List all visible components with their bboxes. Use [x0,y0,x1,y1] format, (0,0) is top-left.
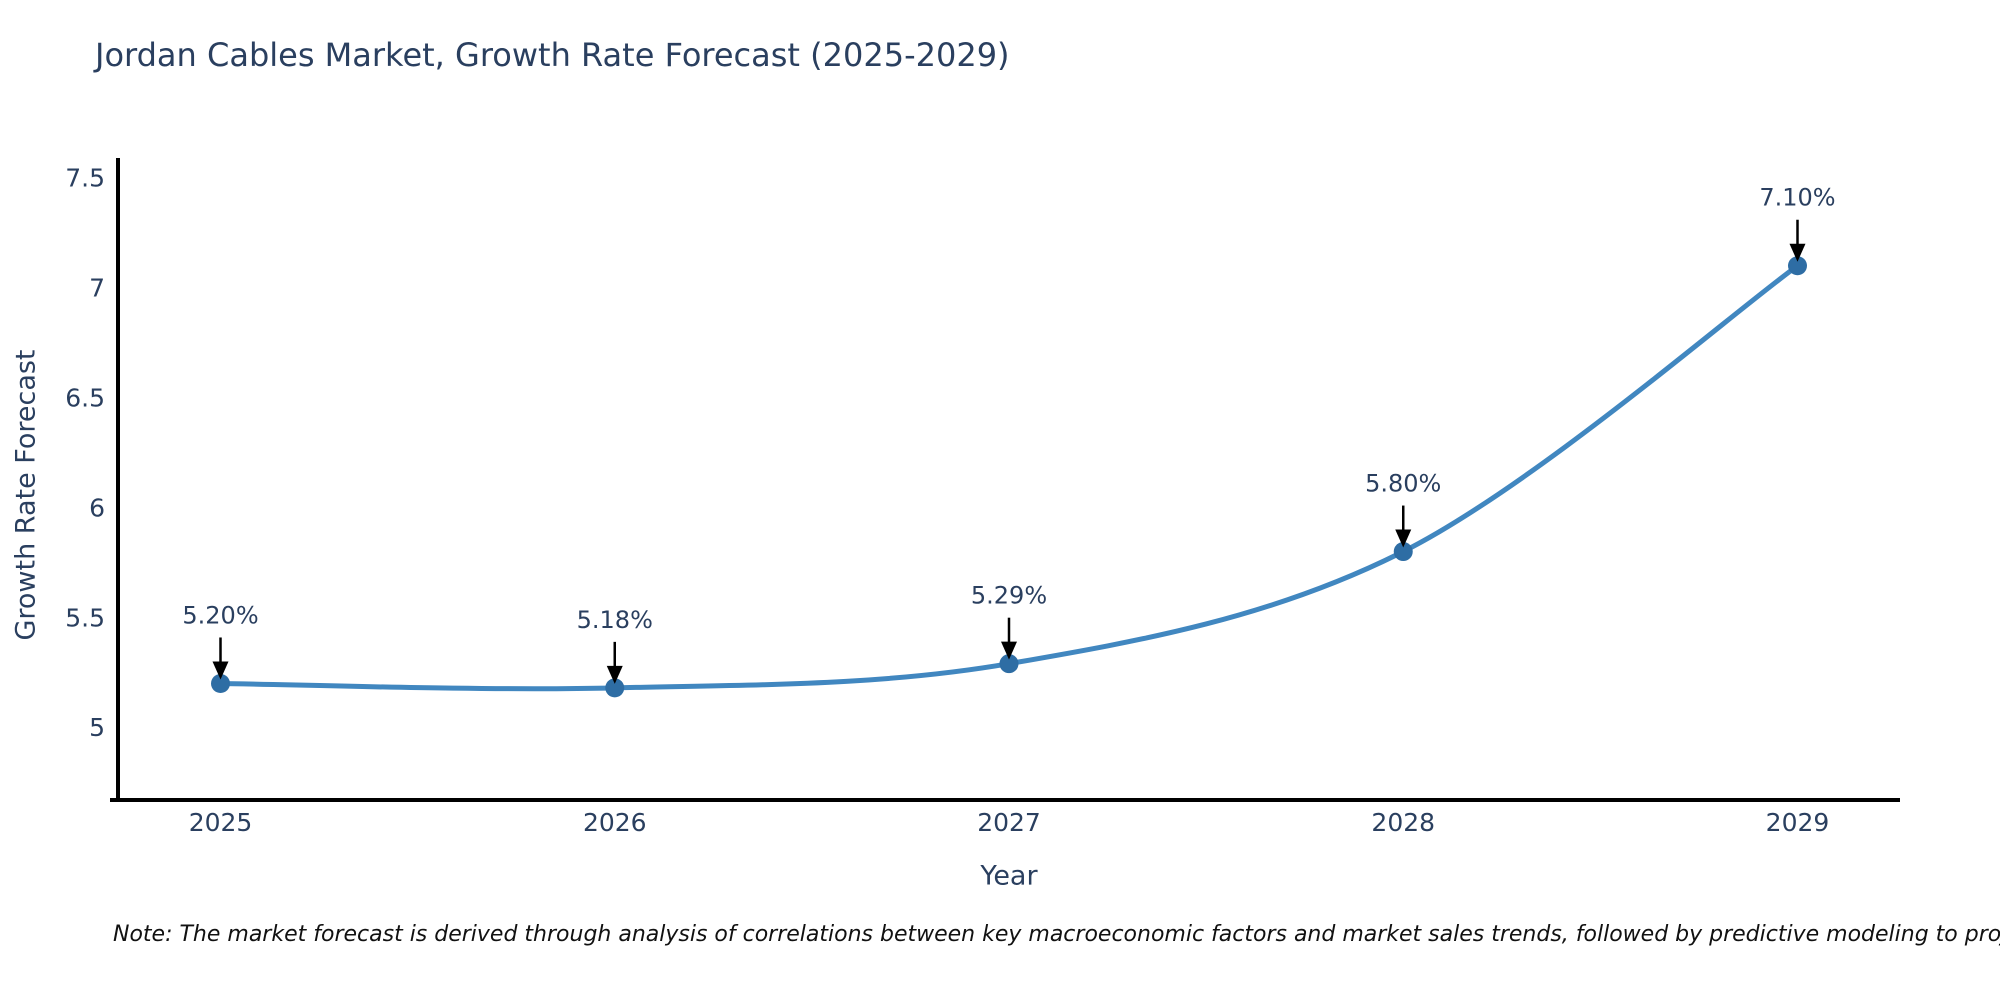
y-tick-label-6: 6 [89,493,105,522]
data-point-marker-2027 [999,654,1019,674]
annotation-arrowhead-icon [1395,529,1412,548]
x-tick-label-2027: 2027 [977,808,1041,837]
annotation-2026: 5.18% [577,606,653,684]
x-axis-title: Year [980,860,1038,892]
annotation-label: 5.29% [971,582,1047,610]
annotation-2025: 5.20% [182,601,259,680]
annotation-arrowhead-icon [1001,641,1017,660]
x-tick-label-2026: 2026 [583,808,647,837]
chart-title: Jordan Cables Market, Growth Rate Foreca… [95,36,1010,74]
y-tick-label-5.5: 5.5 [65,603,105,632]
line-series [218,263,1800,692]
data-point-marker-2029 [1787,256,1807,276]
annotation-arrowhead-icon [212,661,229,680]
data-point-marker-2025 [211,673,231,693]
footnote: Note: The market forecast is derived thr… [113,922,2000,947]
annotation-label: 7.10% [1759,184,1835,212]
annotation-2029: 7.10% [1759,184,1836,262]
data-point-marker-2026 [605,678,625,698]
y-tick-label-6.5: 6.5 [65,383,105,412]
data-point-marker-2028 [1393,542,1413,562]
annotation-label: 5.80% [1365,470,1441,498]
annotation-2028: 5.80% [1365,470,1441,548]
x-tick-label-2028: 2028 [1371,808,1435,837]
x-tick-label-2025: 2025 [189,808,253,837]
y-tick-label-5: 5 [89,713,105,742]
y-tick-label-7.5: 7.5 [65,164,105,193]
annotation-2027: 5.29% [971,582,1047,660]
annotation-arrowhead-icon [606,665,623,684]
annotation-label: 5.18% [577,606,653,634]
annotation-arrowhead-icon [1789,243,1806,262]
y-tick-label-7: 7 [89,273,105,302]
x-tick-label-2029: 2029 [1766,808,1830,837]
y-axis-title: Growth Rate Forecast [10,349,42,641]
annotation-label: 5.20% [182,601,258,629]
